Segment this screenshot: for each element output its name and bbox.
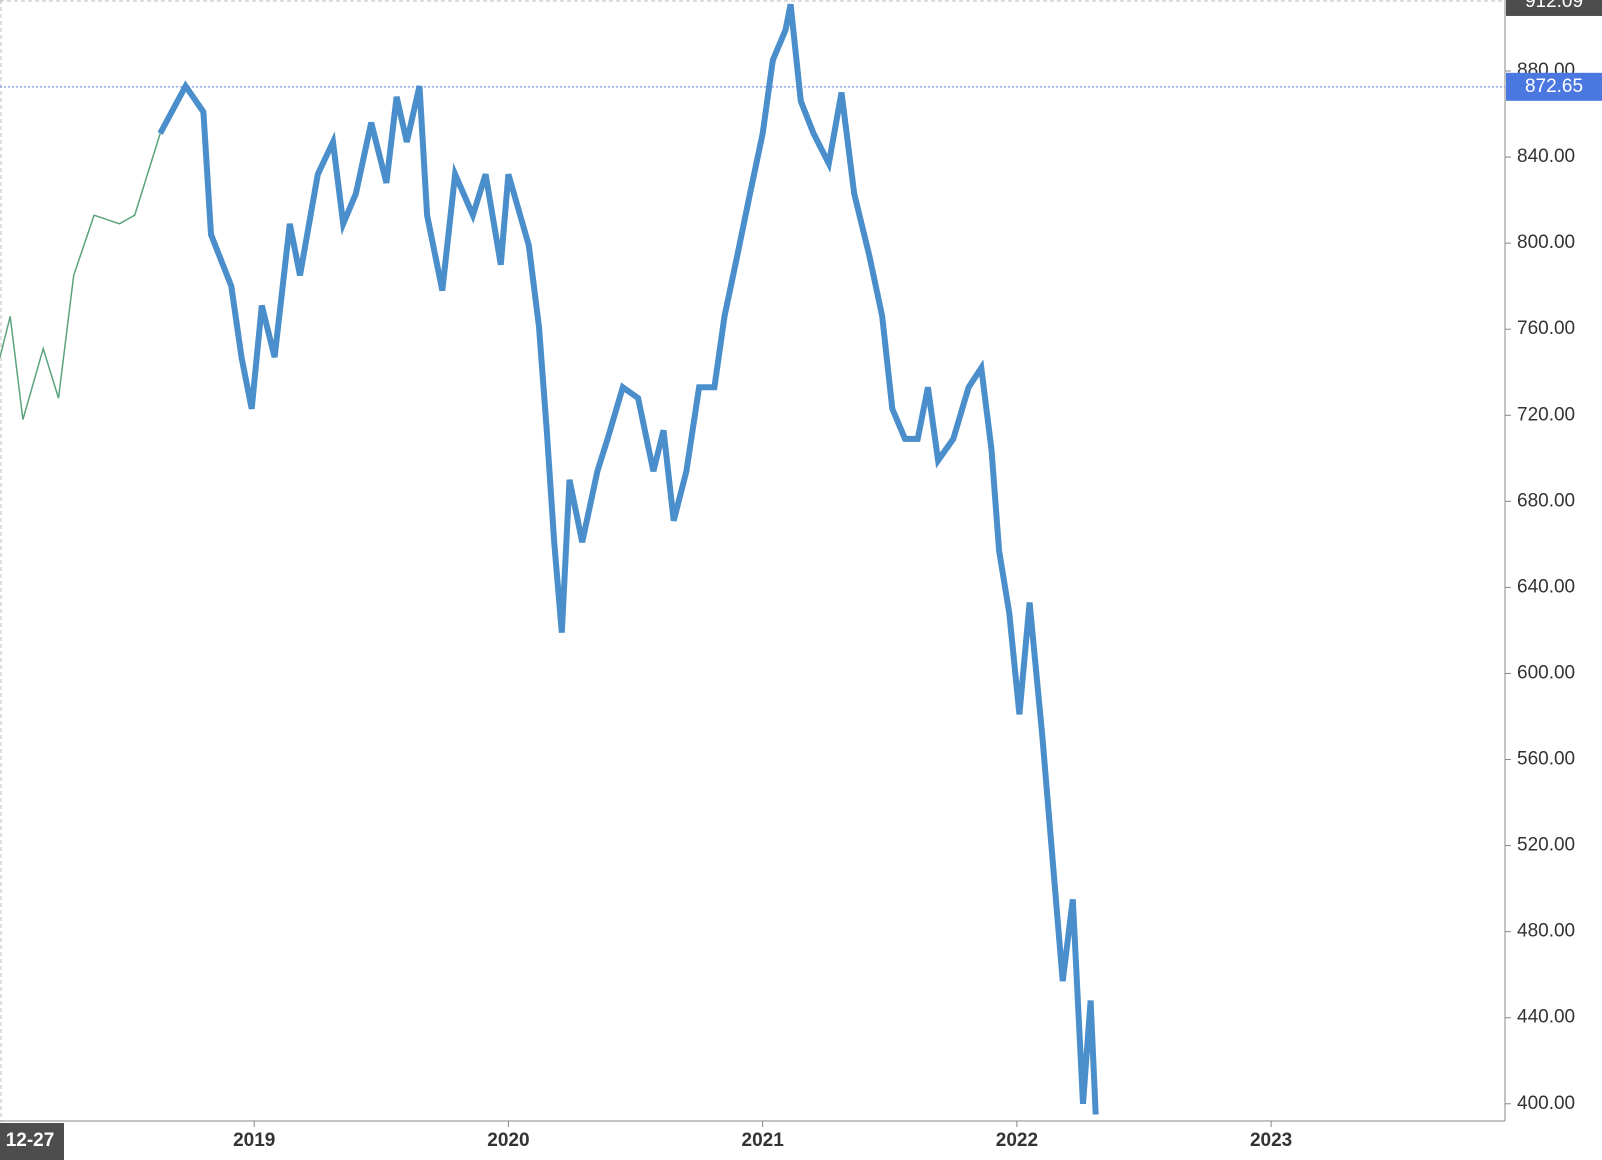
y-tick-label: 560.00 [1517,749,1575,770]
y-tick-label: 720.00 [1517,404,1575,425]
x-tick-label: 2020 [487,1130,529,1151]
y-tick-label: 640.00 [1517,576,1575,597]
y-tick-label: 800.00 [1517,232,1575,253]
crosshair-label-box [0,1123,64,1160]
price-label-box [1506,72,1602,101]
high-label: 912.09 [1525,0,1583,12]
y-tick-label: 400.00 [1517,1093,1575,1114]
x-tick-label: 2022 [996,1130,1038,1151]
crosshair-label: 12-27 [6,1130,55,1151]
x-tick-label: 2021 [742,1130,785,1151]
y-tick-label: 760.00 [1517,318,1575,339]
price-line-series [157,3,1099,1115]
price-line-series [0,133,161,420]
y-tick-label: 440.00 [1517,1007,1575,1028]
y-tick-label: 520.00 [1517,835,1575,856]
y-tick-label: 480.00 [1517,921,1575,942]
price-label: 872.65 [1525,76,1583,97]
x-tick-label: 2019 [233,1130,275,1151]
x-tick-label: 2023 [1250,1130,1292,1151]
y-tick-label: 680.00 [1517,490,1575,511]
y-tick-label: 600.00 [1517,662,1575,683]
high-label-box [1506,0,1602,16]
y-tick-label: 840.00 [1517,146,1575,167]
